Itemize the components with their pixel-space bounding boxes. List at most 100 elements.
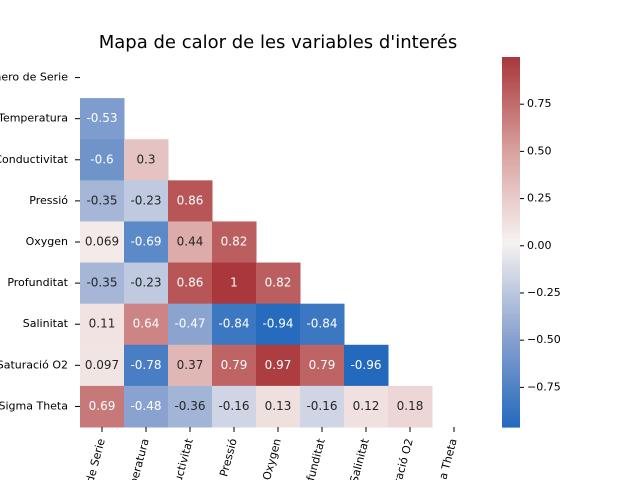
colorbar-segment xyxy=(502,386,520,391)
colorbar-segment xyxy=(502,254,520,259)
heatmap-cell xyxy=(344,344,389,387)
y-tick-label: Sigma Theta xyxy=(0,399,68,412)
colorbar-segment xyxy=(502,220,520,225)
cell-label: -0.48 xyxy=(130,399,161,413)
colorbar-segment xyxy=(502,396,520,400)
colorbar-segment xyxy=(502,312,520,317)
colorbar-segment xyxy=(502,275,520,280)
colorbar-segment xyxy=(502,272,520,277)
cell-label: -0.6 xyxy=(90,152,113,166)
colorbar-segment xyxy=(502,285,520,289)
heatmap-cell xyxy=(80,262,125,305)
heatmap-cell xyxy=(300,385,345,428)
colorbar-segment xyxy=(502,211,520,215)
colorbar-segment xyxy=(502,374,520,379)
colorbar-tick-label: 0.50 xyxy=(527,144,552,157)
heatmap-cell xyxy=(300,303,345,346)
cell-label: -0.96 xyxy=(350,358,381,372)
y-tick-label: Oxygen xyxy=(26,235,68,248)
colorbar-segment xyxy=(502,362,520,366)
colorbar-segment xyxy=(502,87,520,92)
colorbar-segment xyxy=(502,109,520,114)
colorbar-segment xyxy=(502,356,520,360)
y-tick-label: Profunditat xyxy=(7,276,68,289)
cell-label: 0.44 xyxy=(177,235,204,249)
colorbar-segment xyxy=(502,174,520,178)
heatmap-cell xyxy=(80,221,125,264)
colorbar-segment xyxy=(502,103,520,107)
colorbar-segment xyxy=(502,158,520,163)
colorbar-segment xyxy=(502,257,520,262)
colorbar-segment xyxy=(502,309,520,314)
heatmap-cell xyxy=(124,180,169,222)
colorbar-segment xyxy=(502,319,520,323)
cell-label: -0.84 xyxy=(218,317,249,331)
colorbar-segment xyxy=(502,294,520,299)
cell-label: -0.94 xyxy=(262,317,293,331)
cell-label: -0.23 xyxy=(130,193,161,207)
colorbar-segment xyxy=(502,161,520,166)
cell-label: 0.13 xyxy=(265,399,292,413)
colorbar-tick-label: 0.75 xyxy=(527,97,552,110)
colorbar-segment xyxy=(502,115,520,120)
y-tick-label: Conductivitat xyxy=(0,153,69,166)
colorbar-segment xyxy=(502,57,520,61)
colorbar-segment xyxy=(502,365,520,370)
colorbar-segment xyxy=(502,72,520,77)
colorbar-segment xyxy=(502,380,520,385)
x-tick-label: Número de Serie xyxy=(71,437,108,480)
cell-label: -0.35 xyxy=(86,276,117,290)
colorbar-segment xyxy=(502,229,520,234)
colorbar-segment xyxy=(502,112,520,117)
colorbar-segment xyxy=(502,106,520,111)
cell-label: 0.12 xyxy=(353,399,380,413)
colorbar-segment xyxy=(502,282,520,286)
colorbar-segment xyxy=(502,279,520,283)
colorbar-segment xyxy=(502,164,520,169)
colorbar-segment xyxy=(502,226,520,231)
cell-label: -0.69 xyxy=(130,235,161,249)
colorbar-segment xyxy=(502,189,520,194)
colorbar-segment xyxy=(502,353,520,357)
colorbar-segment xyxy=(502,269,520,274)
heatmap-cell xyxy=(212,262,257,305)
colorbar-segment xyxy=(502,245,520,249)
heatmap-cell xyxy=(80,303,125,346)
colorbar-segment xyxy=(502,155,520,160)
cell-label: 0.64 xyxy=(133,317,160,331)
heatmap-cell xyxy=(80,98,125,140)
heatmap-cell xyxy=(168,303,213,346)
colorbar-segment xyxy=(502,152,520,157)
colorbar-segment xyxy=(502,390,520,394)
colorbar-segment xyxy=(502,214,520,218)
chart-title: Mapa de calor de les variables d'interés xyxy=(99,32,458,53)
cell-label: 0.86 xyxy=(177,276,204,290)
cell-label: -0.47 xyxy=(174,317,205,331)
colorbar-segment xyxy=(502,63,520,67)
colorbar-segment xyxy=(502,192,520,197)
colorbar-segment xyxy=(502,235,520,240)
heatmap-cell xyxy=(212,344,257,387)
cell-label: 0.097 xyxy=(85,358,119,372)
colorbar-segment xyxy=(502,408,520,413)
colorbar-segment xyxy=(502,183,520,188)
heatmap-cell xyxy=(168,344,213,387)
colorbar-segment xyxy=(502,242,520,246)
heatmap-cell xyxy=(124,385,169,428)
cell-label: 0.82 xyxy=(221,235,248,249)
colorbar-segment xyxy=(502,291,520,296)
colorbar-segment xyxy=(502,60,520,64)
heatmap-cell xyxy=(256,344,301,387)
colorbar-segment xyxy=(502,402,520,407)
colorbar-segment xyxy=(502,180,520,185)
colorbar-segment xyxy=(502,171,520,175)
colorbar-segment xyxy=(502,238,520,243)
cell-label: 0.069 xyxy=(85,235,119,249)
heatmap-cell xyxy=(300,344,345,387)
colorbar-segment xyxy=(502,325,520,329)
cell-label: 0.11 xyxy=(89,317,116,331)
cell-label: 0.37 xyxy=(177,358,204,372)
colorbar-segment xyxy=(502,168,520,172)
cell-label: -0.23 xyxy=(130,276,161,290)
